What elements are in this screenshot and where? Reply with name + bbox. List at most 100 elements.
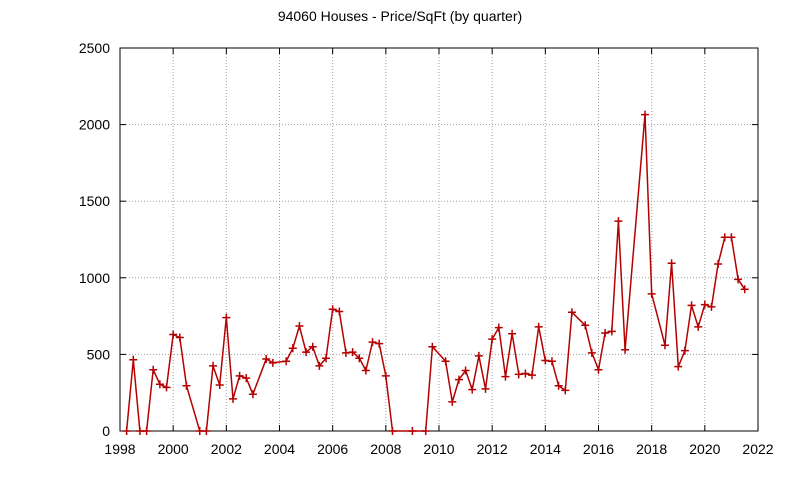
data-point (202, 427, 211, 435)
y-tick-label: 1000 (79, 270, 110, 286)
data-point (182, 381, 191, 390)
data-point (448, 397, 457, 406)
data-point (315, 361, 324, 370)
data-point (514, 370, 523, 379)
data-point (302, 348, 311, 357)
x-tick-label: 2018 (636, 441, 667, 457)
data-point (268, 358, 277, 367)
chart-title: 94060 Houses - Price/SqFt (by quarter) (277, 8, 523, 24)
y-tick-label: 1500 (79, 193, 110, 209)
data-point (707, 302, 716, 311)
x-tick-label: 2000 (158, 441, 189, 457)
x-tick-label: 2006 (317, 441, 348, 457)
data-point (700, 300, 709, 309)
data-point (169, 330, 178, 339)
data-point (215, 381, 224, 390)
data-point (348, 348, 357, 357)
data-point (468, 385, 477, 394)
data-point (674, 362, 683, 371)
data-point (335, 307, 344, 316)
x-tick-label: 2002 (211, 441, 242, 457)
data-point (408, 427, 417, 435)
x-tick-label: 2008 (370, 441, 401, 457)
data-point (528, 371, 537, 380)
data-point (594, 365, 603, 374)
data-point (341, 348, 350, 357)
data-point (488, 335, 497, 344)
x-tick-label: 1998 (104, 441, 135, 457)
data-point (667, 259, 676, 268)
data-point (388, 427, 397, 435)
data-point (680, 346, 689, 355)
data-point (561, 386, 570, 395)
data-point (734, 275, 743, 284)
data-point (647, 289, 656, 298)
data-point (547, 357, 556, 366)
data-point (175, 333, 184, 342)
y-tick-label: 2500 (79, 40, 110, 56)
data-point (248, 390, 257, 399)
data-point (508, 329, 517, 338)
data-point (554, 381, 563, 390)
data-point (428, 342, 437, 351)
data-point (222, 313, 231, 322)
data-point (328, 305, 337, 314)
data-point (581, 321, 590, 330)
data-point (129, 355, 138, 364)
data-point (481, 384, 490, 393)
data-point (235, 371, 244, 380)
data-point (601, 328, 610, 337)
plot-border (119, 47, 759, 432)
data-point (242, 374, 251, 383)
y-tick-label: 2000 (79, 117, 110, 133)
data-point (155, 380, 164, 389)
data-point (501, 372, 510, 381)
x-tick-label: 2012 (477, 441, 508, 457)
y-tick-label: 500 (87, 346, 111, 362)
data-point (322, 354, 331, 363)
data-point (162, 383, 171, 392)
data-point (740, 285, 749, 294)
data-point (474, 351, 483, 360)
data-point (607, 327, 616, 336)
data-point (567, 308, 576, 317)
x-tick-label: 2016 (583, 441, 614, 457)
data-point (694, 322, 703, 331)
data-point (454, 375, 463, 384)
data-point (587, 348, 596, 357)
data-point (228, 394, 237, 403)
data-point (288, 344, 297, 353)
data-point (727, 233, 736, 242)
data-point (660, 341, 669, 350)
data-point (714, 260, 723, 269)
data-point (209, 361, 218, 370)
data-point (441, 357, 450, 366)
data-point (282, 357, 291, 366)
x-tick-label: 2004 (264, 441, 295, 457)
data-point (149, 365, 158, 374)
data-point (614, 217, 623, 226)
x-tick-label: 2020 (689, 441, 720, 457)
data-point (262, 354, 271, 363)
data-point (142, 427, 151, 435)
data-point (122, 427, 131, 435)
data-point (355, 354, 364, 363)
data-point (534, 322, 543, 331)
data-point (461, 366, 470, 375)
x-tick-label: 2010 (423, 441, 454, 457)
y-tick-label: 0 (102, 423, 110, 439)
data-point (641, 110, 650, 119)
data-point (541, 356, 550, 365)
data-point (308, 342, 317, 351)
data-point (687, 301, 696, 310)
x-tick-label: 2022 (742, 441, 773, 457)
data-point (295, 322, 304, 331)
data-point (421, 427, 430, 435)
data-point (381, 371, 390, 380)
data-point (521, 369, 530, 378)
data-point (494, 323, 503, 332)
x-tick-label: 2014 (530, 441, 561, 457)
data-point (361, 366, 370, 375)
